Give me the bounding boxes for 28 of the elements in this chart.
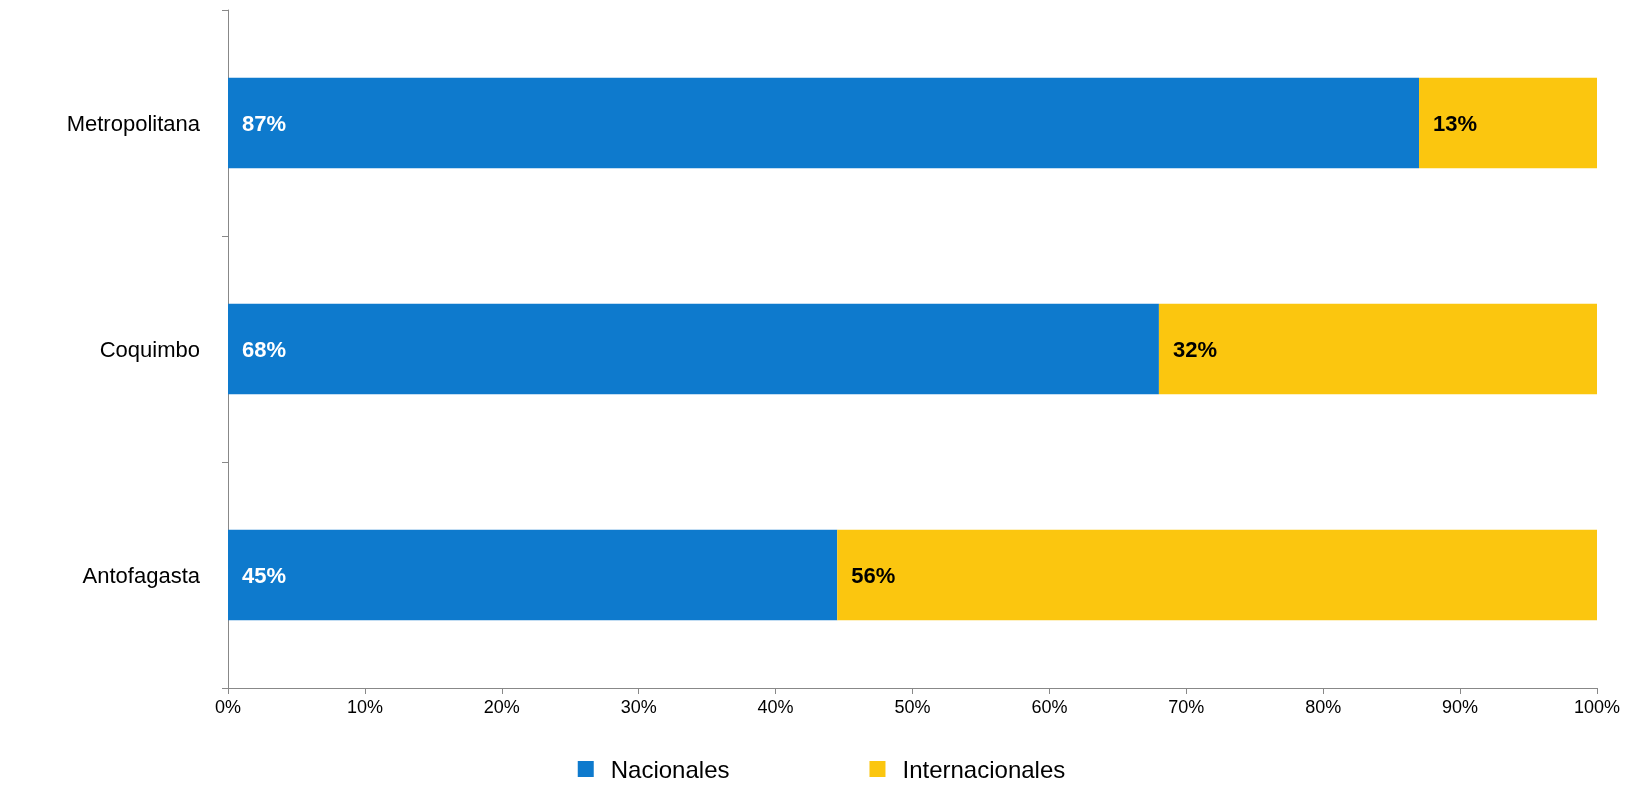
bar <box>228 303 1159 395</box>
bar <box>1158 303 1597 395</box>
x-tick-label: 50% <box>894 697 931 717</box>
y-tick-label: Metropolitana <box>66 110 201 136</box>
x-tick-label: 20% <box>483 697 520 717</box>
x-tick-label: 0% <box>214 697 242 717</box>
data-label: 45% <box>242 562 287 588</box>
x-tick-label: 90% <box>1442 697 1479 717</box>
data-label: 68% <box>242 336 287 362</box>
data-label: 13% <box>1433 110 1478 136</box>
x-tick-label: 80% <box>1305 697 1342 717</box>
data-label: 56% <box>851 562 896 588</box>
x-tick-label: 10% <box>346 697 383 717</box>
bar <box>228 529 838 621</box>
bar <box>228 77 1420 169</box>
legend-label: Nacionales <box>610 755 730 783</box>
y-tick-label: Coquimbo <box>99 336 200 362</box>
bar <box>837 529 1597 621</box>
x-tick-label: 100% <box>1573 697 1621 717</box>
data-label: 87% <box>242 110 287 136</box>
legend-label: Internacionales <box>902 755 1066 783</box>
x-tick-label: 30% <box>620 697 657 717</box>
x-tick-label: 70% <box>1168 697 1205 717</box>
x-tick-label: 60% <box>1031 697 1068 717</box>
x-tick-label: 40% <box>757 697 794 717</box>
bar <box>1419 77 1597 169</box>
y-tick-label: Antofagasta <box>82 562 201 588</box>
data-label: 32% <box>1172 336 1217 362</box>
